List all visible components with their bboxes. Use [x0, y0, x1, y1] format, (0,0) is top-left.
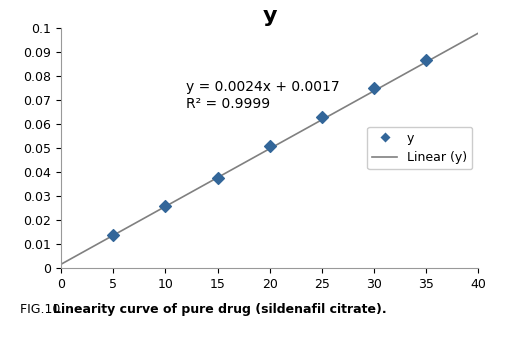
- y: [370, 85, 378, 91]
- Linear (y): [440, 51, 446, 55]
- Text: y = 0.0024x + 0.0017
R² = 0.9999: y = 0.0024x + 0.0017 R² = 0.9999: [186, 80, 340, 111]
- y: [318, 115, 326, 120]
- Linear (y): [475, 31, 482, 35]
- y: [213, 175, 221, 180]
- y: [266, 143, 274, 149]
- Linear (y): [83, 248, 89, 252]
- y: [422, 57, 430, 63]
- Line: Linear (y): Linear (y): [61, 33, 478, 264]
- Linear (y): [58, 262, 64, 266]
- Text: FIG.10.: FIG.10.: [20, 303, 69, 316]
- Linear (y): [135, 219, 142, 223]
- Title: y: y: [263, 6, 277, 26]
- Linear (y): [169, 201, 175, 205]
- y: [161, 204, 169, 209]
- Text: Linearity curve of pure drug (sildenafil citrate).: Linearity curve of pure drug (sildenafil…: [53, 303, 387, 316]
- y: [109, 233, 117, 238]
- Legend: y, Linear (y): y, Linear (y): [367, 127, 472, 169]
- Linear (y): [75, 253, 81, 257]
- Text: FIG.10. Linearity curve of pure drug (sildenafil citrate).: FIG.10. Linearity curve of pure drug (si…: [0, 343, 1, 344]
- Linear (y): [455, 43, 461, 47]
